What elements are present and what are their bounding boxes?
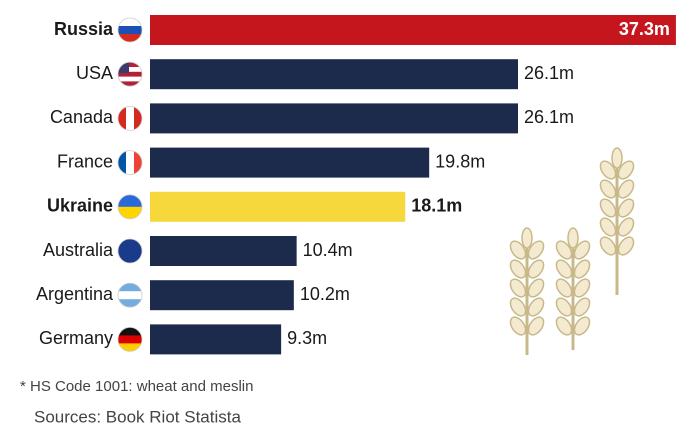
bar — [150, 324, 282, 355]
value-label: 9.3m — [287, 328, 327, 348]
category-label: USA — [76, 63, 113, 83]
flag-border — [117, 61, 143, 87]
flag-stripe — [126, 150, 135, 175]
grain — [617, 217, 635, 237]
grain — [573, 278, 591, 298]
flag-stripe — [118, 239, 142, 263]
grain — [573, 316, 591, 336]
flag-canton — [118, 62, 129, 74]
bar — [150, 103, 519, 134]
flag-stripe — [118, 81, 142, 87]
grain — [527, 316, 545, 336]
flag-stripe — [118, 18, 142, 27]
flag-border — [117, 106, 143, 131]
grain — [599, 217, 617, 237]
flag-stripe — [118, 106, 127, 131]
flag-border — [117, 194, 143, 220]
grain — [599, 236, 617, 256]
flag-stripe — [118, 71, 142, 78]
grain — [555, 278, 573, 298]
value-label: 19.8m — [435, 151, 485, 171]
flag-stripe — [126, 106, 135, 131]
category-label: Argentina — [36, 284, 114, 304]
value-label: 10.4m — [303, 240, 353, 260]
grain — [509, 278, 527, 298]
category-label: Australia — [43, 240, 114, 260]
grain — [509, 297, 527, 317]
grain — [573, 259, 591, 279]
flag-border — [117, 326, 143, 352]
grain — [599, 179, 617, 199]
bar — [150, 15, 676, 45]
grain — [527, 259, 545, 279]
value-label: 10.2m — [300, 284, 350, 304]
value-label: 26.1m — [524, 63, 574, 83]
grain — [573, 240, 591, 260]
flag-stripe — [118, 291, 142, 300]
bar — [150, 236, 297, 266]
flag-stripe — [118, 150, 127, 175]
grain — [573, 297, 591, 317]
category-label: Canada — [50, 107, 114, 127]
flag-stripe — [118, 327, 142, 336]
flag-stripe — [118, 62, 142, 68]
grain — [599, 198, 617, 218]
category-label: Russia — [54, 19, 114, 39]
flag-stripe — [134, 106, 142, 131]
value-label: 37.3m — [619, 19, 670, 39]
value-label: 26.1m — [524, 107, 574, 127]
grain — [617, 179, 635, 199]
wheat-illustration — [509, 147, 635, 355]
grain — [527, 297, 545, 317]
bar — [150, 147, 430, 178]
grain — [617, 198, 635, 218]
grain — [509, 240, 527, 260]
category-label: Ukraine — [47, 196, 113, 216]
grain — [527, 240, 545, 260]
note: * HS Code 1001: wheat and meslin — [20, 378, 253, 395]
grain — [599, 160, 617, 180]
bar — [150, 280, 294, 311]
grain — [555, 316, 573, 336]
flag-stripe — [118, 26, 142, 35]
grain — [611, 147, 623, 169]
source: Sources: Book Riot Statista — [34, 407, 241, 426]
flag-stripe — [118, 335, 142, 344]
bar — [150, 59, 519, 90]
flag-stripe — [118, 299, 142, 308]
flag-stripe — [118, 206, 142, 219]
value-label: 18.1m — [411, 196, 462, 216]
flag-border — [117, 17, 143, 43]
flag-border — [117, 282, 143, 308]
grain — [555, 259, 573, 279]
category-label: France — [57, 151, 113, 171]
grain — [509, 259, 527, 279]
flag-stripe — [118, 343, 142, 352]
grain — [555, 297, 573, 317]
grain — [617, 160, 635, 180]
grain — [617, 236, 635, 256]
flag-stripe — [118, 283, 142, 292]
flag-stripe — [118, 76, 142, 82]
grain — [567, 227, 579, 249]
flag-stripe — [118, 67, 142, 73]
grain — [555, 240, 573, 260]
grain — [509, 316, 527, 336]
flag-border — [117, 238, 143, 264]
flag-stripe — [118, 34, 142, 42]
flag-stripe — [134, 150, 142, 175]
flag-border — [117, 150, 143, 176]
category-label: Germany — [39, 328, 113, 348]
flag-stripe — [118, 194, 142, 208]
bar — [150, 191, 406, 222]
grain — [521, 227, 533, 249]
grain — [527, 278, 545, 298]
